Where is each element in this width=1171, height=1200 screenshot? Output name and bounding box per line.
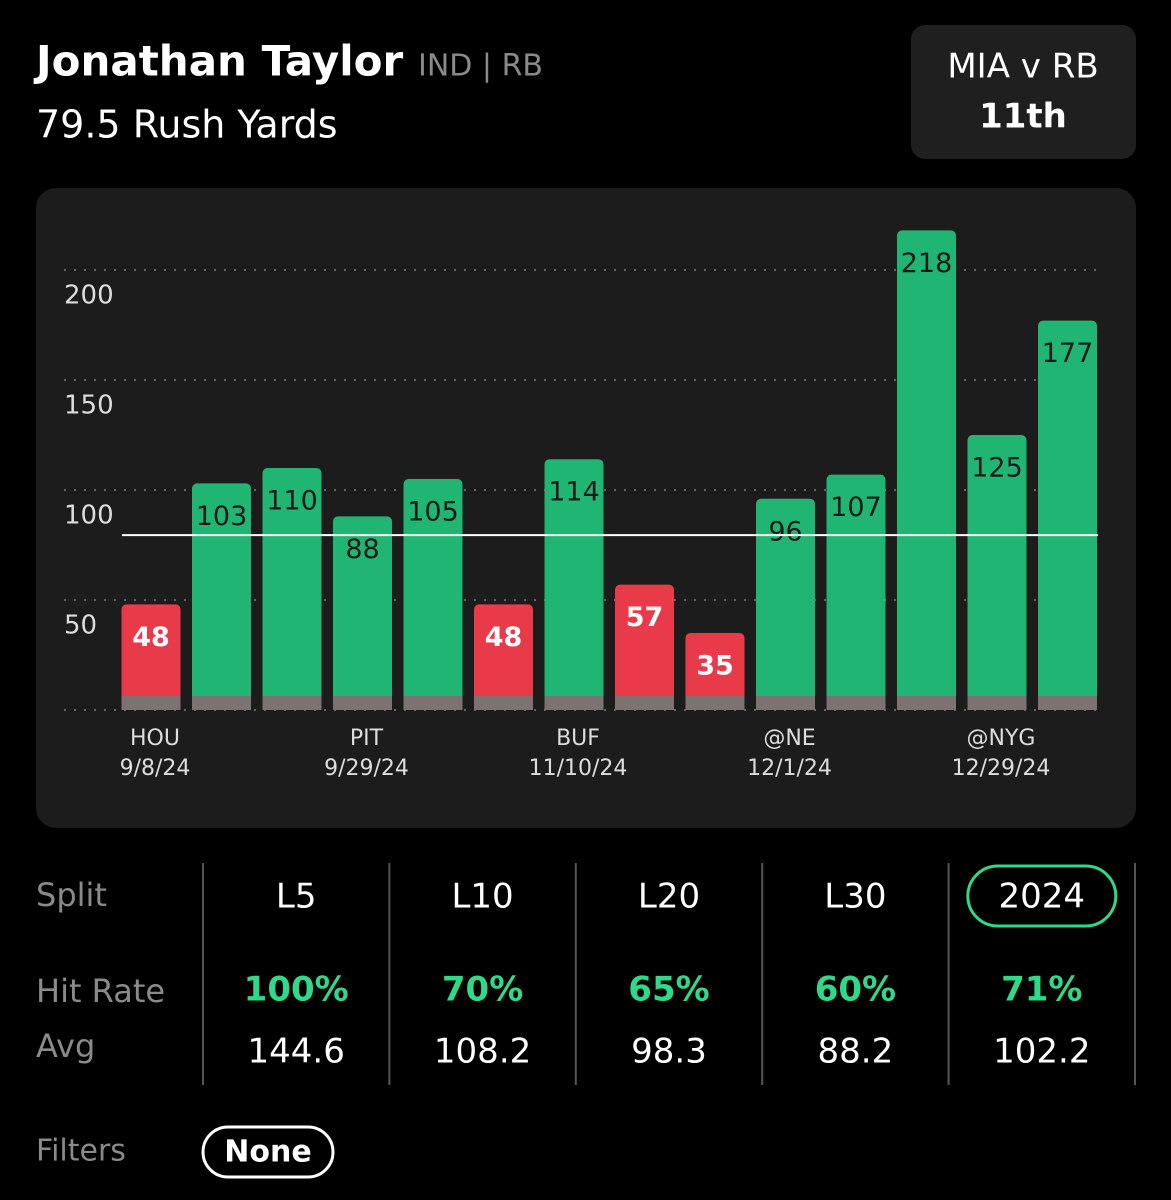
bar — [121, 604, 181, 710]
bar — [826, 474, 886, 710]
bar-base — [1038, 696, 1097, 710]
average: 88.2 — [818, 1032, 894, 1072]
bar-base — [544, 696, 604, 710]
bar-base — [897, 696, 956, 710]
bar-base — [756, 696, 815, 710]
average: 108.2 — [434, 1032, 531, 1072]
x-tick-label: BUF — [556, 726, 600, 751]
value-label: 110 — [266, 486, 318, 517]
bar — [262, 468, 322, 710]
y-tick-label: 200 — [64, 281, 114, 311]
bar-base — [826, 696, 886, 710]
hit-rate: 60% — [815, 970, 896, 1010]
x-tick-date: 9/8/24 — [120, 756, 191, 781]
value-label: 96 — [768, 516, 802, 547]
bar-base — [333, 696, 392, 710]
value-label: 48 — [485, 622, 523, 653]
bar — [403, 479, 463, 710]
bar-base — [967, 696, 1027, 710]
filter-value[interactable]: None — [224, 1135, 311, 1170]
bar — [1038, 320, 1097, 710]
bar-base — [474, 696, 533, 710]
bar — [685, 633, 745, 710]
split-name[interactable]: L5 — [276, 877, 317, 917]
x-tick-date: 12/29/24 — [952, 756, 1051, 781]
split-name[interactable]: L30 — [824, 877, 886, 917]
y-tick-label: 100 — [64, 501, 114, 531]
average: 144.6 — [248, 1032, 345, 1072]
bar — [615, 584, 674, 710]
x-tick-date: 11/10/24 — [529, 756, 628, 781]
matchup-badge — [911, 25, 1136, 159]
value-label: 177 — [1042, 338, 1094, 369]
value-label: 103 — [196, 501, 248, 532]
value-label: 107 — [830, 492, 882, 523]
hit-rate: 71% — [1001, 970, 1082, 1010]
row-label: Hit Rate — [36, 972, 165, 1010]
split-name[interactable]: L20 — [638, 877, 700, 917]
filters-label: Filters — [36, 1134, 126, 1169]
bar-base — [685, 696, 745, 710]
team-position: IND | RB — [418, 49, 543, 84]
bar — [333, 516, 392, 710]
average: 98.3 — [631, 1032, 707, 1072]
x-tick-label: HOU — [130, 726, 180, 751]
bar — [192, 483, 251, 710]
x-tick-label: @NE — [763, 726, 815, 751]
bar-base — [262, 696, 322, 710]
value-label: 48 — [132, 622, 170, 653]
splits-table: Split Hit Rate Avg L5 100% 144.6 L10 70% 108.2 L2… — [36, 863, 1136, 1085]
bar — [897, 230, 956, 710]
x-tick-date: 12/1/24 — [747, 756, 832, 781]
value-label: 125 — [971, 453, 1023, 484]
bar — [756, 498, 815, 710]
bar-base — [121, 696, 181, 710]
bar-base — [615, 696, 674, 710]
hit-rate: 100% — [244, 970, 349, 1010]
selected-split[interactable] — [966, 864, 1118, 928]
matchup-rank: 11th — [979, 97, 1067, 137]
row-label: Avg — [36, 1027, 95, 1065]
value-label: 218 — [901, 248, 953, 279]
row-label: Split — [36, 876, 107, 914]
split-name[interactable]: L10 — [451, 877, 513, 917]
value-label: 88 — [345, 534, 379, 565]
bar — [474, 604, 533, 710]
prop-line: 79.5 Rush Yards — [36, 103, 338, 147]
x-tick-date: 9/29/24 — [324, 756, 409, 781]
bar-base — [403, 696, 463, 710]
split-name[interactable]: 2024 — [999, 877, 1086, 917]
hit-rate: 65% — [628, 970, 709, 1010]
bar — [967, 435, 1027, 710]
bar-base — [192, 696, 251, 710]
value-label: 105 — [407, 497, 459, 528]
y-tick-label: 50 — [64, 611, 97, 641]
x-tick-label: PIT — [350, 726, 384, 751]
y-tick-label: 150 — [64, 391, 114, 421]
player-name: Jonathan Taylor — [33, 37, 403, 86]
value-label: 35 — [696, 651, 734, 682]
average: 102.2 — [993, 1032, 1090, 1072]
chart: 50 100 150 200 48 HOU 9/8/24 103 110 88 PIT 9/29/24… — [64, 230, 1104, 781]
value-label: 114 — [548, 477, 600, 508]
x-tick-label: @NYG — [967, 726, 1036, 751]
value-label: 57 — [626, 602, 664, 633]
bar — [544, 459, 604, 710]
matchup: MIA v RB — [947, 47, 1098, 87]
filter-pill[interactable] — [201, 1125, 335, 1179]
hit-rate: 70% — [442, 970, 523, 1010]
